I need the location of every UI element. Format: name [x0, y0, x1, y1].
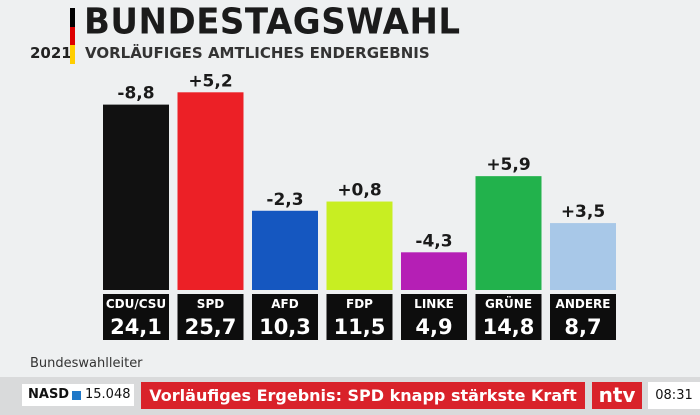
ntv-logo: ntv [592, 382, 642, 409]
party-name-linke: LINKE [414, 297, 454, 311]
news-ticker: NASD 15.048 Vorläufiges Ergebnis: SPD kn… [0, 377, 700, 415]
result-box-cdu-csu [103, 294, 169, 340]
stock-ticker-box: NASD 15.048 [22, 384, 134, 406]
chart-header: 2021 BUNDESTAGSWAHL VORLÄUFIGES AMTLICHE… [0, 0, 700, 70]
result-box-gr-ne [475, 294, 542, 340]
bar-fdp [326, 201, 393, 290]
result-value-spd: 25,7 [185, 315, 237, 339]
chart-title: BUNDESTAGSWAHL [84, 1, 461, 43]
party-name-gr-ne: GRÜNE [485, 296, 532, 311]
bar-cdu-csu [103, 104, 169, 290]
index-name: NASD [28, 387, 70, 402]
change-label-spd: +5,2 [188, 71, 232, 91]
party-name-fdp: FDP [346, 297, 373, 311]
flag-black-band [70, 8, 75, 27]
news-headline: Vorläufiges Ergebnis: SPD knapp stärkste… [141, 382, 585, 409]
bar-afd [252, 210, 318, 290]
election-bar-chart: -8,8 CDU/CSU 24,1 +5,2 SPD 25,7 -2,3 AFD 10,3 +0,… [103, 71, 616, 340]
result-box-andere [550, 294, 616, 340]
clock: 08:31 [648, 382, 700, 409]
bar-gr-ne [475, 176, 542, 290]
party-name-afd: AFD [271, 297, 298, 311]
change-label-afd: -2,3 [266, 190, 303, 210]
chart-subtitle: VORLÄUFIGES AMTLICHES ENDERGEBNIS [85, 44, 430, 62]
change-label-andere: +3,5 [561, 202, 605, 222]
election-year: 2021 [30, 44, 72, 62]
result-box-linke [401, 294, 467, 340]
party-name-andere: ANDERE [556, 297, 611, 311]
change-label-linke: -4,3 [415, 231, 452, 251]
result-value-gr-ne: 14,8 [483, 315, 535, 339]
change-label-gr-ne: +5,9 [486, 155, 530, 175]
result-box-afd [252, 294, 318, 340]
bar-andere [550, 223, 616, 290]
result-value-fdp: 11,5 [334, 315, 386, 339]
result-value-afd: 10,3 [259, 315, 311, 339]
result-value-cdu-csu: 24,1 [110, 315, 162, 339]
index-square-icon [72, 391, 81, 400]
flag-gold-band [70, 45, 75, 64]
german-flag-stripe [70, 8, 75, 64]
result-value-andere: 8,7 [564, 315, 601, 339]
party-name-spd: SPD [197, 297, 224, 311]
bar-linke [401, 252, 467, 290]
bar-spd [177, 92, 244, 290]
index-value: 15.048 [85, 387, 131, 402]
result-value-linke: 4,9 [415, 315, 452, 339]
change-label-cdu-csu: -8,8 [117, 84, 154, 104]
change-label-fdp: +0,8 [337, 181, 381, 201]
source-label: Bundeswahlleiter [30, 356, 143, 371]
flag-red-band [70, 26, 75, 46]
result-box-spd [177, 294, 244, 340]
result-box-fdp [326, 294, 393, 340]
party-name-cdu-csu: CDU/CSU [106, 297, 166, 311]
